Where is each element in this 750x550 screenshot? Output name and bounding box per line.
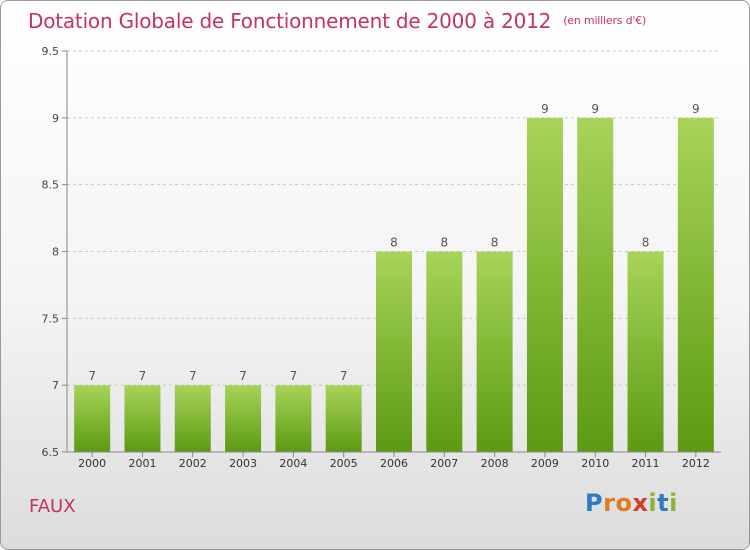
y-tick-label: 8 (52, 246, 59, 259)
bar (275, 385, 312, 452)
bar (677, 117, 714, 452)
bar (124, 385, 161, 452)
commune-name: FAUX (29, 496, 76, 517)
x-tick-label: 2004 (279, 457, 307, 470)
data-label: 7 (189, 369, 197, 383)
x-tick-label: 2009 (531, 457, 559, 470)
data-label: 9 (541, 102, 549, 116)
data-label: 7 (239, 369, 247, 383)
x-tick-label: 2008 (481, 457, 509, 470)
y-tick-label: 7.5 (42, 312, 60, 325)
y-tick-label: 6.5 (42, 446, 60, 459)
data-label: 9 (591, 102, 599, 116)
logo-letter: r (603, 489, 616, 517)
bar (74, 385, 111, 452)
data-label: 7 (340, 369, 348, 383)
logo-letter: P (585, 489, 604, 517)
y-tick-label: 9 (52, 112, 59, 125)
data-label: 8 (390, 236, 398, 250)
x-tick-label: 2002 (179, 457, 207, 470)
bar (627, 251, 664, 452)
bar (376, 251, 412, 452)
bar (526, 117, 563, 452)
y-tick-label: 8.5 (42, 179, 60, 192)
x-tick-label: 2007 (430, 457, 458, 470)
x-tick-label: 2001 (128, 457, 156, 470)
data-label: 7 (290, 369, 298, 383)
x-tick-label: 2003 (229, 457, 257, 470)
logo-letter: t (657, 489, 670, 517)
x-tick-label: 2006 (380, 457, 408, 470)
data-label: 8 (491, 236, 499, 250)
logo-letter: x (632, 489, 649, 517)
y-tick-label: 7 (52, 379, 59, 392)
x-tick-label: 2005 (330, 457, 358, 470)
logo-letter: i (669, 489, 678, 517)
data-label: 8 (642, 236, 650, 250)
data-label: 7 (139, 369, 147, 383)
chart-title: Dotation Globale de Fonctionnement de 20… (28, 9, 646, 33)
data-label: 8 (440, 236, 448, 250)
y-tick-label: 9.5 (42, 45, 60, 58)
bar (174, 385, 211, 452)
x-tick-label: 2011 (632, 457, 660, 470)
x-tick-label: 2000 (78, 457, 106, 470)
bar (577, 117, 614, 452)
logo-letter: i (648, 489, 658, 517)
chart-title-text: Dotation Globale de Fonctionnement de 20… (28, 9, 552, 33)
data-label: 7 (88, 369, 96, 383)
chart-unit: (en milliers d'€) (563, 14, 647, 27)
x-tick-label: 2012 (682, 457, 710, 470)
bar (476, 251, 513, 452)
data-label: 9 (692, 102, 700, 116)
proxiti-logo: Proxiti (585, 489, 678, 517)
x-tick-label: 2010 (581, 457, 609, 470)
bar (325, 385, 362, 452)
bar (426, 251, 463, 452)
bar (225, 385, 262, 452)
logo-letter: o (615, 489, 633, 517)
